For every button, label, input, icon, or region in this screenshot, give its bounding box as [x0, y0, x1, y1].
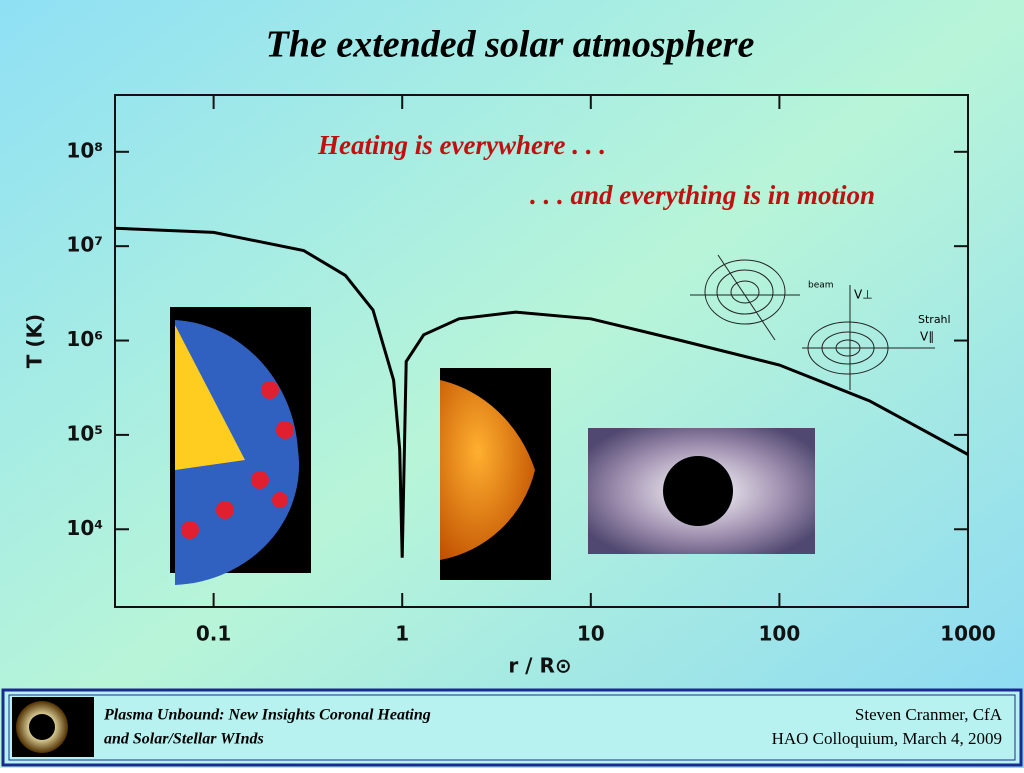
inset-label: beam — [808, 281, 834, 291]
velocity-distribution-inset — [690, 254, 935, 390]
y-tick-label: 10⁵ — [66, 421, 103, 445]
x-tick-label: 10 — [577, 622, 605, 646]
slide-title: The extended solar atmosphere — [266, 24, 755, 66]
x-tick-label: 1 — [395, 622, 409, 646]
footer-text: Steven Cranmer, CfA — [855, 705, 1003, 724]
plot-frame — [114, 94, 969, 608]
y-tick-label: 10⁷ — [66, 233, 103, 257]
x-tick-label: 0.1 — [196, 622, 231, 646]
y-tick-label: 10⁴ — [66, 516, 103, 540]
x-tick-label: 100 — [759, 622, 801, 646]
footer-text: and Solar/Stellar WInds — [104, 731, 264, 748]
inset-label: V∥ — [920, 330, 934, 344]
sun-image — [440, 368, 551, 580]
y-axis-label: T (K) — [23, 314, 47, 368]
x-axis-label: r / R⊙ — [508, 654, 571, 678]
y-tick-label: 10⁸ — [66, 138, 103, 162]
interior-image — [170, 307, 311, 585]
footer-inner — [8, 694, 1016, 761]
x-tick-label: 1000 — [940, 622, 996, 646]
corona-image — [588, 428, 815, 554]
annotation: . . . and everything is in motion — [530, 180, 875, 210]
y-tick-label: 10⁶ — [66, 327, 103, 351]
footer-logo-moon — [29, 714, 55, 740]
temperature-curve — [114, 226, 969, 558]
footer-text: Plasma Unbound: New Insights Coronal Hea… — [103, 707, 431, 724]
annotation: Heating is everywhere . . . — [317, 130, 606, 160]
footer-box — [1, 688, 1023, 767]
inset-label: Strahl — [918, 313, 951, 326]
inset-label: V⊥ — [854, 288, 873, 302]
footer-text: HAO Colloquium, March 4, 2009 — [772, 729, 1002, 748]
